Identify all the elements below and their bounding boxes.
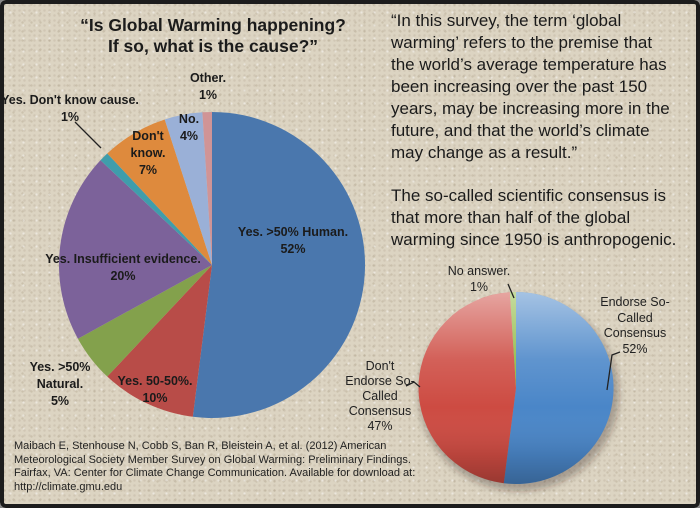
citation-text: Maibach E, Stenhouse N, Cobb S, Ban R, B… [14, 440, 416, 493]
pie-slice-yes-insufficient-evidence [59, 160, 213, 339]
pie-cause-of-warming [59, 111, 366, 418]
pie-slice-yes-50-50 [107, 265, 212, 417]
label-no-answer: No answer. 1% [447, 264, 511, 294]
leader-line-dont-endorse [405, 381, 421, 388]
consensus-note-text: The so-called scientific consensus is th… [391, 186, 677, 249]
pie-slice-yes-don-t-know-cause [100, 153, 212, 265]
pie-slice-yes-50-human [192, 111, 366, 418]
pie-slice-don-t-know [107, 119, 212, 266]
label-endorse: Endorse So- Called Consensus 52% [600, 295, 670, 356]
label-other: Other. 1% [189, 71, 227, 102]
pie-slice-no [164, 112, 212, 265]
pie-slice-yes-50-natural [77, 265, 213, 377]
label-dont-know: Don't know. 7% [130, 129, 166, 177]
label-no: No. 4% [178, 112, 200, 143]
label-human: Yes. >50% Human. 52% [237, 225, 349, 256]
pie-gloss-overlay [418, 292, 614, 484]
leader-line-dont-know-cause [74, 121, 102, 149]
label-insufficient: Yes. Insufficient evidence. 20% [45, 252, 201, 283]
label-natural: Yes. >50% Natural. 5% [29, 360, 91, 408]
leader-line-no-answer [507, 283, 515, 299]
label-fifty-fifty: Yes. 50-50%. 10% [117, 374, 193, 405]
chart-title: “Is Global Warming happening? If so, wha… [80, 15, 346, 56]
label-dont-know-cause: Yes. Don't know cause. 1% [1, 93, 139, 124]
leader-line-endorse [606, 351, 621, 391]
label-dont-endorse: Don't Endorse So- Called Consensus 47% [345, 359, 415, 433]
pie-slice-other [202, 112, 212, 265]
survey-definition-text: “In this survey, the term ‘global warmin… [391, 11, 670, 162]
